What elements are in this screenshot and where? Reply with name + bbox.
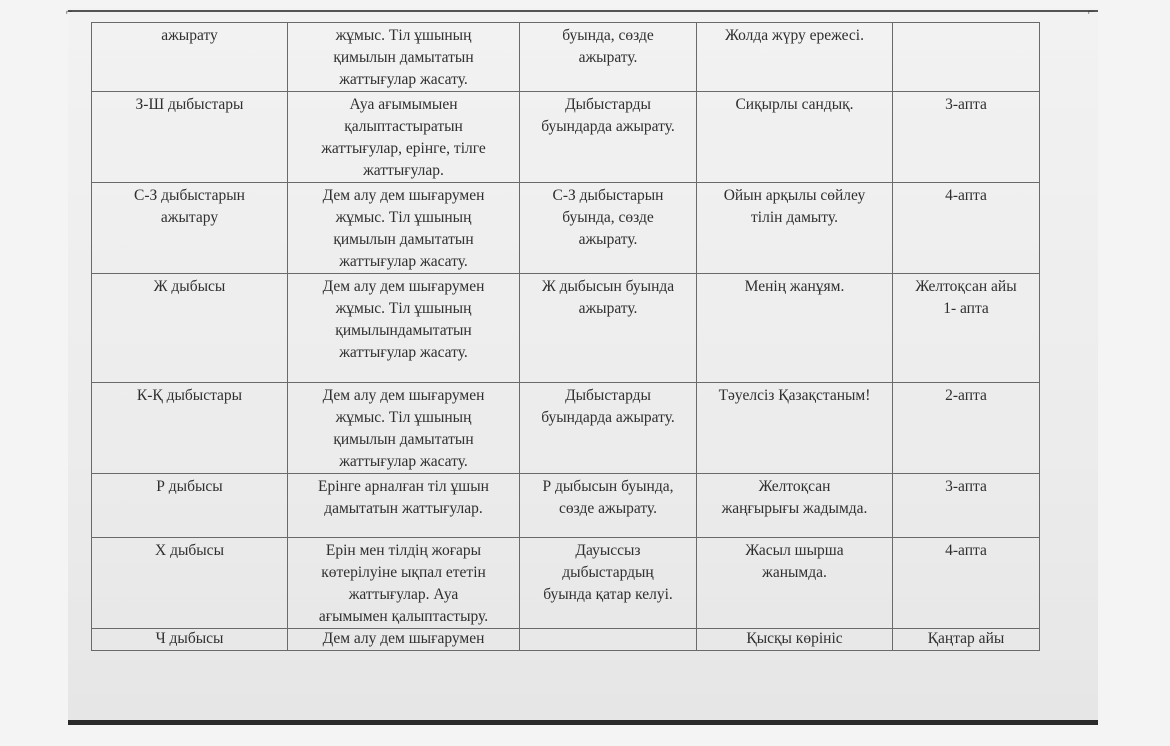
- table-cell-c5: 3-апта: [892, 91, 1040, 183]
- table-cell-c1: Р дыбысы: [91, 473, 288, 538]
- table-cell-c1: С-З дыбыстарын ажытару: [91, 182, 288, 274]
- table-cell-c5: Желтоқсан айы 1- апта: [892, 273, 1040, 383]
- table-cell-c5: 2-апта: [892, 382, 1040, 474]
- table-cell-c2: жұмыс. Тіл ұшының қимылын дамытатын жатт…: [287, 22, 520, 92]
- table-cell-c4: Жасыл шырша жанымда.: [696, 537, 893, 629]
- table-cell-c2: Ерін мен тілдің жоғары көтерілуіне ықпал…: [287, 537, 520, 629]
- table-row: З-Ш дыбыстары Ауа ағымымыен қалыптастырат…: [91, 91, 1040, 183]
- table-cell-c5: [892, 22, 1040, 92]
- table-cell-c4: Ойын арқылы сөйлеу тілін дамыту.: [696, 182, 893, 274]
- table-cell-c4: Менің жанұям.: [696, 273, 893, 383]
- table-cell-c4: Қысқы көрініс: [696, 628, 893, 651]
- table-cell-c5: 3-апта: [892, 473, 1040, 538]
- table-row: Х дыбысы Ерін мен тілдің жоғары көтерілуі…: [91, 537, 1040, 629]
- table-cell-c2: Ауа ағымымыен қалыптастыратын жаттығулар…: [287, 91, 520, 183]
- table-cell-c2: Дем алу дем шығарумен жұмыс. Тіл ұшының …: [287, 382, 520, 474]
- table-cell-c1: Ж дыбысы: [91, 273, 288, 383]
- page-bottom-edge: [68, 720, 1098, 725]
- table-row: ажырату жұмыс. Тіл ұшының қимылын дамытат…: [91, 22, 1040, 92]
- table-cell-c1: З-Ш дыбыстары: [91, 91, 288, 183]
- table-cell-c2: Дем алу дем шығарумен: [287, 628, 520, 651]
- table-cell-c4: Тәуелсіз Қазақстаным!: [696, 382, 893, 474]
- table-cell-c1: Х дыбысы: [91, 537, 288, 629]
- table-cell-c5: 4-апта: [892, 537, 1040, 629]
- corner-mark: ⌐: [66, 4, 73, 18]
- table-row: С-З дыбыстарын ажытару Дем алу дем шығару…: [91, 182, 1040, 274]
- table-cell-c2: Ерінге арналған тіл ұшын дамытатын жатты…: [287, 473, 520, 538]
- table-cell-c3: Ж дыбысын буында ажырату.: [519, 273, 697, 383]
- table-cell-c3: [519, 628, 697, 651]
- table-row: Р дыбысы Ерінге арналған тіл ұшын дамытат…: [91, 473, 1040, 538]
- table-row: Ж дыбысы Дем алу дем шығарумен жұмыс. Тіл…: [91, 273, 1040, 383]
- table-cell-c3: Дыбыстарды буындарда ажырату.: [519, 91, 697, 183]
- table-cell-c4: Желтоқсан жаңғырығы жадымда.: [696, 473, 893, 538]
- table-cell-c4: Сиқырлы сандық.: [696, 91, 893, 183]
- table-cell-c1: ажырату: [91, 22, 288, 92]
- table-cell-c5: 4-апта: [892, 182, 1040, 274]
- table-row: Ч дыбысы Дем алу дем шығарумен Қысқы көрін…: [91, 628, 1040, 651]
- table-cell-c1: К-Қ дыбыстары: [91, 382, 288, 474]
- page-top-edge: [68, 10, 1098, 12]
- table-cell-c3: буында, сөзде ажырату.: [519, 22, 697, 92]
- table-cell-c3: Р дыбысын буында, сөзде ажырату.: [519, 473, 697, 538]
- table-row: К-Қ дыбыстары Дем алу дем шығарумен жұмыс…: [91, 382, 1040, 474]
- table-cell-c1: Ч дыбысы: [91, 628, 288, 651]
- table-cell-c3: Дыбыстарды буындарда ажырату.: [519, 382, 697, 474]
- table-cell-c3: С-З дыбыстарын буында, сөзде ажырату.: [519, 182, 697, 274]
- table-cell-c2: Дем алу дем шығарумен жұмыс. Тіл ұшының …: [287, 273, 520, 383]
- table-cell-c5: Қаңтар айы: [892, 628, 1040, 651]
- table-cell-c4: Жолда жүру ережесі.: [696, 22, 893, 92]
- corner-mark: ⌐: [1088, 4, 1095, 18]
- table-cell-c2: Дем алу дем шығарумен жұмыс. Тіл ұшының …: [287, 182, 520, 274]
- lesson-plan-table: ажырату жұмыс. Тіл ұшының қимылын дамытат…: [91, 22, 1040, 651]
- table-cell-c3: Дауыссыз дыбыстардың буында қатар келуі.: [519, 537, 697, 629]
